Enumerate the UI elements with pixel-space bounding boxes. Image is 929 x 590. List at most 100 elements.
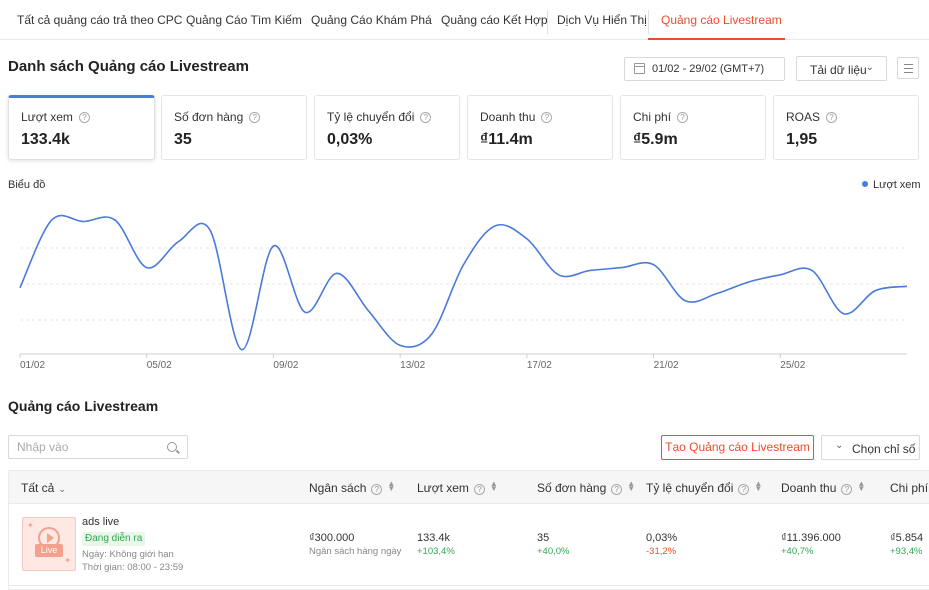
- search-input[interactable]: [17, 440, 157, 454]
- help-icon[interactable]: ?: [841, 484, 853, 495]
- tab-display-service[interactable]: Dịch Vụ Hiển Thị: [557, 13, 647, 27]
- help-icon[interactable]: ?: [738, 484, 750, 495]
- data-point-28/02[interactable]: [872, 288, 878, 294]
- header-budget-label: Ngân sách: [309, 481, 367, 495]
- data-point-16/02[interactable]: [492, 223, 498, 229]
- ad-time: Thời gian: 08:00 - 23:59: [82, 562, 184, 573]
- data-point-15/02[interactable]: [461, 262, 467, 268]
- tab-livestream-ads[interactable]: Quảng cáo Livestream: [661, 13, 782, 27]
- sort-icon[interactable]: ▲ ▼: [857, 479, 866, 493]
- help-icon[interactable]: ?: [473, 484, 485, 495]
- menu-icon: [904, 64, 913, 65]
- data-point-09/02[interactable]: [270, 243, 276, 249]
- budget-cell: ₫300.000 Ngân sách hàng ngày: [309, 532, 401, 557]
- metric-label-text: Số đơn hàng: [174, 110, 244, 124]
- sort-icon[interactable]: ▲ ▼: [387, 479, 396, 493]
- help-icon[interactable]: ?: [826, 112, 838, 123]
- sort-icon[interactable]: ▲ ▼: [754, 479, 763, 493]
- help-icon[interactable]: ?: [249, 112, 261, 123]
- cost-value: ₫5.854: [890, 532, 924, 544]
- ad-name[interactable]: ads live: [82, 516, 120, 528]
- data-point-21/02[interactable]: [651, 262, 657, 268]
- views-line-chart[interactable]: 01/02 05/02 09/02 13/02 17/02 21/02 25/02: [0, 195, 929, 375]
- table-row[interactable]: ✦ ✦ Live ads live Đang diễn ra Ngày: Khô…: [9, 504, 929, 586]
- tab-search-ads[interactable]: Quảng Cáo Tìm Kiếm: [186, 13, 302, 27]
- help-icon[interactable]: ?: [677, 112, 689, 123]
- sort-icon[interactable]: ▲ ▼: [627, 479, 636, 493]
- create-livestream-ad-button[interactable]: Tạo Quảng cáo Livestream: [661, 435, 814, 460]
- data-point-02/02[interactable]: [49, 217, 55, 223]
- conversion-cell: 0,03% -31,2%: [646, 532, 677, 557]
- help-icon[interactable]: ?: [541, 112, 553, 123]
- date-range-picker[interactable]: 01/02 - 29/02 (GMT+7): [624, 57, 785, 81]
- data-point-19/02[interactable]: [587, 267, 593, 273]
- x-tick-label: 25/02: [780, 360, 805, 371]
- metric-card-orders[interactable]: Số đơn hàng? 35: [161, 95, 307, 160]
- help-icon[interactable]: ?: [371, 484, 383, 495]
- conversion-change: -31,2%: [646, 546, 677, 557]
- data-point-12/02[interactable]: [365, 308, 371, 314]
- budget-value: ₫300.000: [309, 532, 355, 544]
- metric-label-text: Chi phí: [633, 110, 672, 124]
- metric-value: 0,03%: [327, 131, 373, 148]
- metric-card-roas[interactable]: ROAS? 1,95: [773, 95, 919, 160]
- metric-card-cost[interactable]: Chi phí? ₫5.9m: [620, 95, 766, 160]
- filter-all-dropdown[interactable]: Tất cả ⌄: [21, 481, 66, 495]
- section-title: Quảng cáo Livestream: [8, 398, 159, 414]
- metric-label: Chi phí?: [633, 110, 689, 124]
- data-point-13/02[interactable]: [397, 342, 403, 348]
- status-badge: Đang diễn ra: [82, 532, 146, 546]
- views-series-line[interactable]: [19, 214, 908, 351]
- sort-icon[interactable]: ▲ ▼: [489, 479, 498, 493]
- data-point-27/02[interactable]: [841, 311, 847, 317]
- menu-button[interactable]: [897, 57, 919, 79]
- data-point-29/02[interactable]: [904, 283, 910, 289]
- table-header: Tất cả ⌄ Ngân sách ? ▲ ▼ Lượt xem ? ▲ ▼ Số đơn …: [9, 471, 929, 504]
- tab-discovery-ads[interactable]: Quảng Cáo Khám Phá: [311, 13, 432, 27]
- data-point-22/02[interactable]: [682, 298, 688, 304]
- data-point-11/02[interactable]: [334, 270, 340, 276]
- data-point-26/02[interactable]: [809, 267, 815, 273]
- data-point-18/02[interactable]: [556, 272, 562, 278]
- data-point-14/02[interactable]: [429, 331, 435, 337]
- data-point-24/02[interactable]: [746, 279, 752, 285]
- views-change: +103,4%: [417, 546, 455, 557]
- data-point-25/02[interactable]: [777, 272, 783, 278]
- data-point-10/02[interactable]: [302, 309, 308, 315]
- data-point-07/02[interactable]: [207, 227, 213, 233]
- choose-metrics-button[interactable]: ⌄ Chọn chỉ số: [821, 435, 920, 460]
- data-point-23/02[interactable]: [714, 291, 720, 297]
- orders-value: 35: [537, 532, 550, 544]
- metric-card-conversion-rate[interactable]: Tỷ lệ chuyển đổi? 0,03%: [314, 95, 460, 160]
- data-point-06/02[interactable]: [175, 239, 181, 245]
- data-point-08/02[interactable]: [239, 347, 245, 353]
- x-tick-label: 01/02: [20, 360, 45, 371]
- tab-combined-ads[interactable]: Quảng cáo Kết Hợp: [441, 13, 548, 27]
- search-icon[interactable]: [167, 442, 177, 452]
- chart-legend[interactable]: Lượt xem: [862, 179, 921, 191]
- data-point-04/02[interactable]: [112, 217, 118, 223]
- download-data-button[interactable]: Tải dữ liệu ⌄: [796, 56, 887, 81]
- header-views: Lượt xem ? ▲ ▼: [417, 479, 498, 495]
- tab-divider: [648, 10, 649, 34]
- help-icon[interactable]: ?: [611, 484, 623, 495]
- help-icon[interactable]: ?: [420, 112, 432, 123]
- orders-change: +40,0%: [537, 546, 570, 557]
- data-point-05/02[interactable]: [144, 265, 150, 271]
- data-point-20/02[interactable]: [619, 265, 625, 271]
- metric-label-text: ROAS: [786, 110, 821, 124]
- help-icon[interactable]: ?: [78, 112, 90, 123]
- data-point-01/02[interactable]: [17, 285, 23, 291]
- data-point-03/02[interactable]: [80, 219, 86, 225]
- header-conversion: Tỷ lệ chuyển đổi ? ▲ ▼: [646, 479, 763, 495]
- metric-card-views[interactable]: Lượt xem? 133.4k: [8, 95, 155, 160]
- metric-card-revenue[interactable]: Doanh thu? ₫11.4m: [467, 95, 613, 160]
- data-point-17/02[interactable]: [524, 236, 530, 242]
- header-conversion-label: Tỷ lệ chuyển đổi: [646, 481, 734, 495]
- cost-change: +93,4%: [890, 546, 923, 557]
- chevron-down-icon: ⌄: [58, 484, 66, 494]
- tab-all-cpc-ads[interactable]: Tất cả quảng cáo trả theo CPC: [17, 13, 183, 27]
- header-cost-label: Chi phí: [890, 481, 929, 495]
- menu-icon-line: [904, 72, 913, 73]
- revenue-change: +40,7%: [781, 546, 814, 557]
